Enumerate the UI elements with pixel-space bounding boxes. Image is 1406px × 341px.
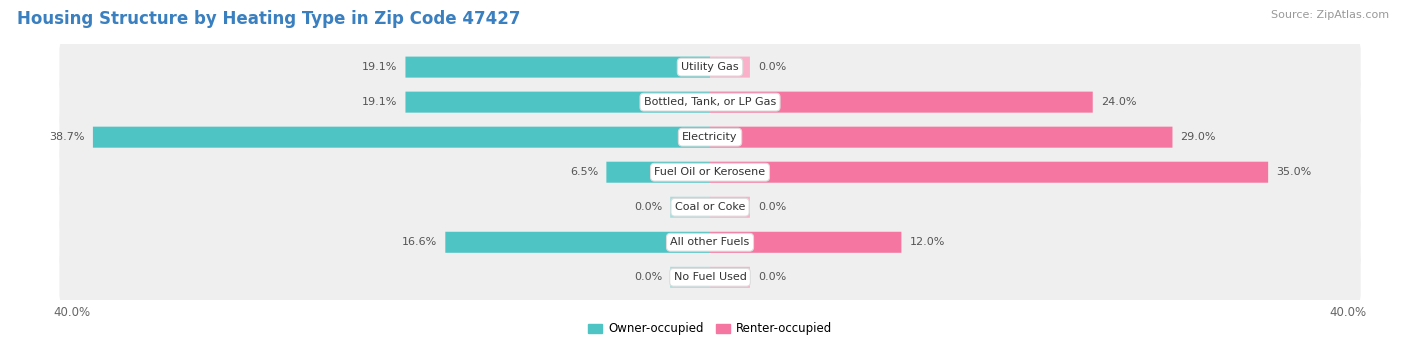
FancyBboxPatch shape xyxy=(671,267,710,288)
FancyBboxPatch shape xyxy=(59,40,1361,94)
Text: 0.0%: 0.0% xyxy=(634,202,662,212)
Text: 24.0%: 24.0% xyxy=(1101,97,1136,107)
FancyBboxPatch shape xyxy=(93,127,710,148)
FancyBboxPatch shape xyxy=(710,57,749,78)
FancyBboxPatch shape xyxy=(710,197,749,218)
Text: Utility Gas: Utility Gas xyxy=(682,62,738,72)
Text: 35.0%: 35.0% xyxy=(1277,167,1312,177)
FancyBboxPatch shape xyxy=(710,92,1092,113)
FancyBboxPatch shape xyxy=(405,92,710,113)
FancyBboxPatch shape xyxy=(59,250,1361,304)
Text: 29.0%: 29.0% xyxy=(1181,132,1216,142)
FancyBboxPatch shape xyxy=(59,180,1361,234)
FancyBboxPatch shape xyxy=(59,145,1361,199)
FancyBboxPatch shape xyxy=(710,232,901,253)
Text: 0.0%: 0.0% xyxy=(758,272,786,282)
Text: No Fuel Used: No Fuel Used xyxy=(673,272,747,282)
Text: 19.1%: 19.1% xyxy=(363,97,398,107)
FancyBboxPatch shape xyxy=(59,215,1361,269)
Text: 0.0%: 0.0% xyxy=(758,62,786,72)
Legend: Owner-occupied, Renter-occupied: Owner-occupied, Renter-occupied xyxy=(583,318,837,340)
Text: 0.0%: 0.0% xyxy=(634,272,662,282)
Text: 16.6%: 16.6% xyxy=(402,237,437,247)
FancyBboxPatch shape xyxy=(606,162,710,183)
Text: Source: ZipAtlas.com: Source: ZipAtlas.com xyxy=(1271,10,1389,20)
Text: All other Fuels: All other Fuels xyxy=(671,237,749,247)
FancyBboxPatch shape xyxy=(671,197,710,218)
Text: Coal or Coke: Coal or Coke xyxy=(675,202,745,212)
Text: 12.0%: 12.0% xyxy=(910,237,945,247)
Text: 6.5%: 6.5% xyxy=(571,167,599,177)
FancyBboxPatch shape xyxy=(710,127,1173,148)
FancyBboxPatch shape xyxy=(710,267,749,288)
Text: Electricity: Electricity xyxy=(682,132,738,142)
FancyBboxPatch shape xyxy=(59,110,1361,164)
Text: 0.0%: 0.0% xyxy=(758,202,786,212)
Text: Bottled, Tank, or LP Gas: Bottled, Tank, or LP Gas xyxy=(644,97,776,107)
Text: Fuel Oil or Kerosene: Fuel Oil or Kerosene xyxy=(654,167,766,177)
FancyBboxPatch shape xyxy=(446,232,710,253)
Text: 38.7%: 38.7% xyxy=(49,132,84,142)
Text: Housing Structure by Heating Type in Zip Code 47427: Housing Structure by Heating Type in Zip… xyxy=(17,10,520,28)
FancyBboxPatch shape xyxy=(710,162,1268,183)
FancyBboxPatch shape xyxy=(405,57,710,78)
Text: 19.1%: 19.1% xyxy=(363,62,398,72)
FancyBboxPatch shape xyxy=(59,75,1361,129)
